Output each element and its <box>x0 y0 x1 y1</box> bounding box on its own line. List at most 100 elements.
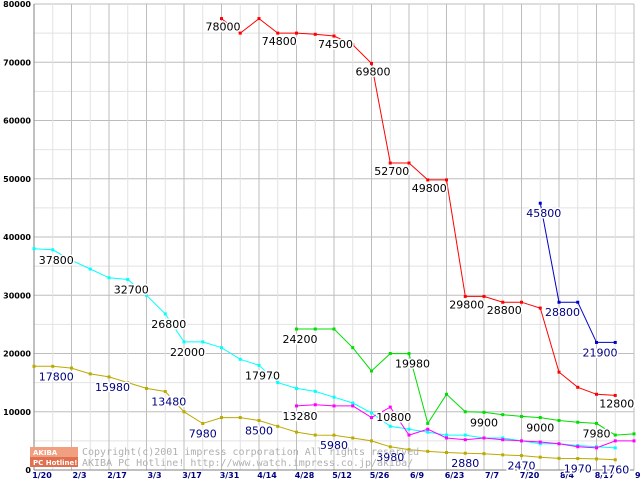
data-point <box>482 294 486 298</box>
data-point <box>238 416 242 420</box>
grid <box>33 3 635 471</box>
data-label: 7980 <box>189 428 217 441</box>
data-point <box>557 370 561 374</box>
data-point <box>520 439 523 443</box>
x-tick-label: 9/1 <box>635 471 640 480</box>
data-label: 49800 <box>412 182 447 195</box>
x-tick-label: 2/3 <box>72 471 86 480</box>
data-point <box>313 32 317 36</box>
data-point <box>276 31 280 35</box>
akiba-logo: AKIBA PC Hotline! <box>30 447 78 467</box>
data-point <box>407 161 411 165</box>
data-point <box>163 312 167 316</box>
data-point <box>276 381 280 385</box>
data-point <box>220 17 223 21</box>
data-point <box>332 433 336 437</box>
data-point <box>576 457 580 461</box>
series-lines <box>32 17 636 462</box>
data-point <box>576 300 580 304</box>
data-point <box>313 327 317 331</box>
data-point <box>463 438 467 442</box>
data-point <box>538 306 542 310</box>
data-label: 28800 <box>545 306 580 319</box>
data-point <box>407 433 411 437</box>
data-label: 21900 <box>583 346 618 359</box>
data-point <box>145 293 148 297</box>
data-point <box>445 451 448 455</box>
data-label: 2880 <box>451 457 479 470</box>
data-point <box>445 433 448 437</box>
data-point <box>220 346 223 350</box>
data-point <box>595 457 598 461</box>
data-point <box>51 248 55 252</box>
data-label: 22000 <box>170 346 205 359</box>
data-point <box>613 433 617 437</box>
data-point <box>388 445 392 449</box>
y-tick-label: 10000 <box>3 408 31 417</box>
x-tick-labels: 1/20 2/3 2/17 3/3 3/17 3/31 4/14 4/28 5/12 5/26 6/… <box>32 471 640 480</box>
data-label: 19980 <box>395 358 430 371</box>
data-point <box>163 389 167 393</box>
data-label: 17970 <box>245 369 280 382</box>
data-point <box>463 451 467 455</box>
data-point <box>70 366 73 370</box>
data-label: 13480 <box>151 395 186 408</box>
copyright-line2: AKIBA PC Hotline! http://www.watch.impre… <box>82 458 413 469</box>
data-point <box>201 340 205 344</box>
data-point <box>613 340 617 344</box>
data-label: 29800 <box>449 298 484 311</box>
data-point <box>407 448 411 452</box>
data-point <box>576 445 580 449</box>
x-tick-label: 8/4 <box>560 471 574 480</box>
data-label: 7980 <box>583 427 611 440</box>
data-point <box>557 418 561 422</box>
data-point <box>201 422 205 426</box>
data-point <box>257 17 261 21</box>
data-point <box>238 31 242 35</box>
data-point <box>613 446 617 450</box>
data-point <box>332 327 336 331</box>
data-label: 9000 <box>526 422 554 435</box>
series-line <box>34 365 616 461</box>
data-point <box>276 424 280 428</box>
data-point <box>295 327 298 331</box>
data-point <box>332 395 336 399</box>
data-point <box>613 458 617 462</box>
data-label: 37800 <box>39 254 74 267</box>
y-tick-label: 80000 <box>3 0 31 9</box>
data-point <box>482 410 486 414</box>
data-point <box>388 405 392 409</box>
data-point <box>576 385 580 389</box>
y-tick-label: 30000 <box>3 291 31 300</box>
data-label: 17800 <box>39 370 74 383</box>
data-point <box>613 439 617 443</box>
data-point <box>182 340 186 344</box>
data-point <box>632 432 636 436</box>
data-point <box>538 455 542 459</box>
x-tick-label: 7/20 <box>520 471 540 480</box>
y-tick-label: 20000 <box>3 350 31 359</box>
x-tick-label: 7/7 <box>485 471 499 480</box>
y-tick-label: 40000 <box>3 233 31 242</box>
data-point <box>370 411 373 415</box>
data-point <box>388 424 392 428</box>
data-point <box>538 201 542 205</box>
x-tick-label: 3/17 <box>182 471 202 480</box>
data-point <box>407 427 411 431</box>
data-point <box>520 300 523 304</box>
data-point <box>538 440 542 444</box>
data-point <box>557 456 561 460</box>
data-point <box>295 31 298 35</box>
series-line <box>221 17 616 396</box>
data-point <box>482 452 486 456</box>
y-tick-label: 50000 <box>3 175 31 184</box>
x-tick-label: 5/26 <box>370 471 390 480</box>
data-point <box>520 414 523 418</box>
y-tick-label: 0 <box>25 466 31 475</box>
data-point <box>595 446 598 450</box>
data-point <box>595 392 598 396</box>
x-tick-label: 3/31 <box>220 471 240 480</box>
data-point <box>220 416 223 420</box>
